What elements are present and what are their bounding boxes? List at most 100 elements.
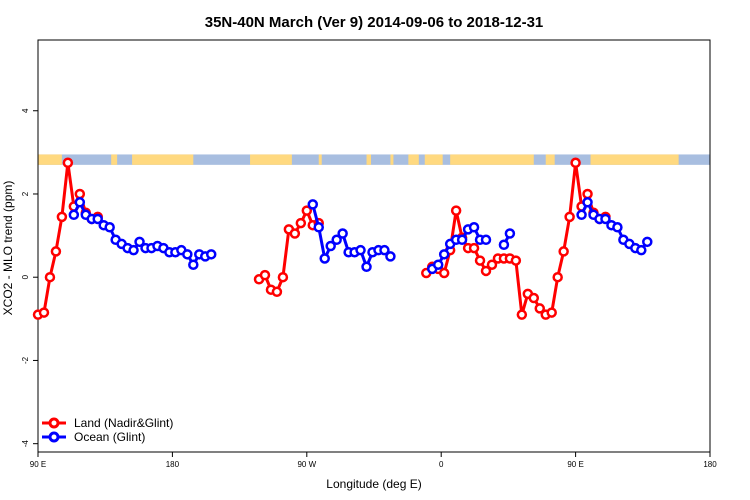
data-point [642, 236, 653, 248]
data-point [337, 228, 348, 239]
series-line [37, 161, 99, 317]
data-point [134, 236, 145, 248]
y-tick-label: 0 [21, 274, 30, 279]
x-tick-label: 0 [439, 460, 444, 469]
band-land-segment [250, 154, 292, 165]
data-point [456, 234, 468, 246]
data-point [486, 259, 498, 270]
x-tick-label: 90 E [567, 460, 583, 469]
data-point [468, 242, 480, 254]
data-point [295, 217, 307, 229]
y-tick-label: 2 [21, 191, 30, 196]
data-point [62, 157, 74, 169]
data-point [480, 265, 492, 277]
data-point [74, 197, 86, 208]
data-point [325, 240, 336, 252]
data-point [534, 303, 546, 314]
y-axis: -4 -2 0 2 4 [21, 108, 38, 447]
x-tick-label: 180 [166, 460, 180, 469]
data-point [259, 269, 271, 281]
data-point [432, 259, 444, 270]
data-point [498, 239, 510, 251]
surface-band [38, 154, 710, 165]
data-point [128, 244, 139, 256]
data-point [552, 271, 563, 283]
data-point [612, 222, 623, 233]
data-point [385, 251, 396, 262]
band-land-segment [450, 154, 534, 165]
data-point [558, 246, 569, 257]
band-land-segment [545, 154, 555, 165]
band-land-segment [111, 154, 118, 165]
data-point [38, 307, 50, 318]
data-point [307, 199, 319, 210]
legend-ocean-label: Ocean (Glint) [74, 430, 145, 444]
data-point [355, 244, 366, 256]
data-point [576, 209, 587, 221]
data-point [438, 249, 450, 260]
data-point [600, 213, 611, 225]
data-point [361, 261, 372, 273]
data-point [205, 249, 217, 260]
x-tick-label: 90 W [297, 460, 316, 469]
data-point [182, 249, 193, 260]
band-land-segment [390, 154, 394, 165]
data-point [450, 205, 462, 216]
y-tick-label: -4 [21, 440, 30, 448]
data-point [319, 253, 330, 264]
series-layer [32, 157, 653, 320]
band-land-segment [318, 154, 322, 165]
legend-ocean-marker [48, 431, 60, 443]
x-tick-label: 180 [703, 460, 717, 469]
data-point [582, 197, 593, 208]
legend-land-marker [48, 417, 60, 429]
data-point [68, 209, 80, 221]
data-point [277, 271, 289, 283]
chart-title: 35N-40N March (Ver 9) 2014-09-06 to 2018… [205, 14, 544, 31]
y-tick-label: -2 [21, 356, 30, 364]
data-point [636, 244, 647, 256]
data-point [379, 244, 390, 256]
data-point [546, 307, 557, 318]
data-point [582, 188, 593, 200]
data-point [289, 228, 301, 239]
data-point [92, 213, 103, 225]
data-point [474, 255, 486, 266]
data-point [510, 255, 522, 266]
data-point [480, 234, 492, 246]
data-point [564, 211, 575, 223]
plot-frame [37, 39, 711, 453]
data-point [50, 246, 62, 257]
legend-land-label: Land (Nadir&Glint) [74, 416, 173, 430]
data-point [504, 228, 516, 239]
data-point [301, 205, 313, 216]
series-ocean [68, 197, 653, 275]
band-land-segment [590, 154, 679, 165]
data-point [188, 259, 199, 270]
x-tick-label: 90 E [30, 460, 46, 469]
x-axis-label: Longitude (deg E) [326, 477, 421, 491]
band-land-segment [408, 154, 419, 165]
data-point [570, 157, 581, 169]
data-point [528, 292, 540, 304]
legend: Land (Nadir&Glint) Ocean (Glint) [42, 416, 173, 444]
data-point [271, 286, 283, 298]
data-point [331, 234, 342, 246]
data-point [438, 267, 450, 279]
band-land-segment [424, 154, 443, 165]
data-point [56, 211, 68, 223]
data-point [313, 222, 324, 233]
band-land-segment [38, 154, 62, 165]
band-land-segment [132, 154, 194, 165]
data-point [44, 271, 56, 283]
data-point [516, 309, 528, 320]
x-axis: 90 E 180 90 W 0 90 E 180 [30, 452, 717, 469]
data-point [468, 222, 480, 233]
data-point [74, 188, 86, 200]
band-ocean [38, 154, 710, 165]
data-point [104, 222, 115, 233]
y-axis-label: XCO2 - MLO trend (ppm) [1, 181, 15, 316]
band-land-segment [366, 154, 372, 165]
y-tick-label: 4 [21, 108, 30, 113]
